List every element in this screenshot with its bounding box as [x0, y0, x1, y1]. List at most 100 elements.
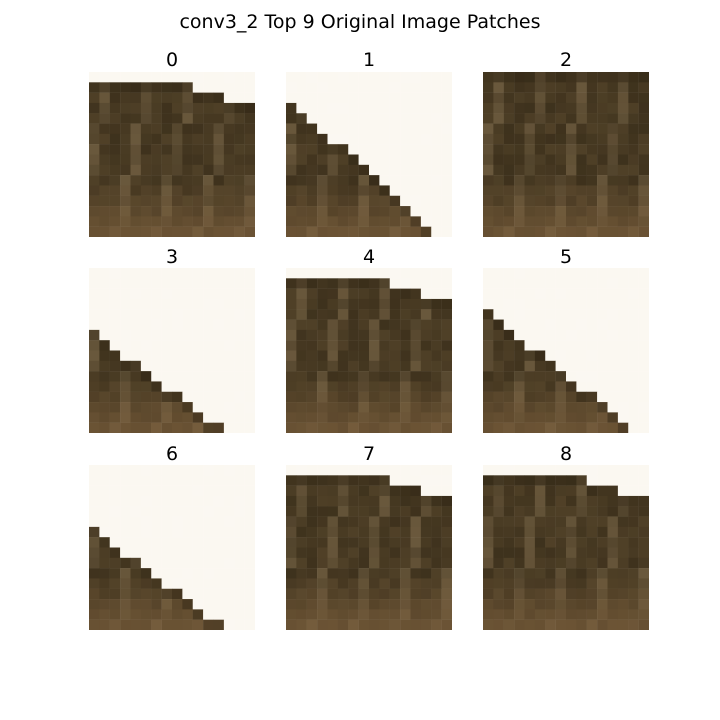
patch-pixel: [420, 526, 432, 538]
patch-pixel: [586, 485, 598, 497]
patch-pixel: [389, 485, 401, 497]
patch-pixel: [607, 185, 619, 196]
patch-pixel: [410, 226, 422, 237]
patch-pixel: [244, 329, 255, 341]
patch-pixel: [493, 588, 504, 600]
patch-pixel: [327, 588, 339, 600]
patch-pixel: [213, 465, 225, 476]
patch-pixel: [192, 216, 204, 227]
patch-pixel: [337, 412, 349, 423]
patch-pixel: [555, 422, 567, 433]
patch-pixel: [358, 526, 370, 538]
patch-pixel: [420, 516, 432, 528]
patch-pixel: [586, 371, 598, 382]
patch-pixel: [358, 599, 370, 610]
patch-pixel: [306, 278, 318, 289]
patch-pixel: [244, 185, 255, 196]
patch-pixel: [597, 226, 608, 237]
patch-pixel: [244, 175, 255, 186]
patch-pixel: [545, 92, 556, 104]
patch-pixel: [400, 154, 411, 166]
patch-pixel: [410, 185, 422, 196]
patch-pixel: [420, 350, 432, 362]
patch-pixel: [296, 288, 307, 300]
patch-pixel: [130, 599, 142, 610]
patch-pixel: [182, 412, 193, 423]
patch-pixel: [161, 195, 173, 207]
patch-pixel: [182, 288, 193, 300]
patch-pixel: [534, 506, 546, 517]
patch-pixel: [337, 123, 349, 135]
patch-pixel: [420, 268, 432, 279]
patch-pixel: [514, 599, 525, 610]
patch-pixel: [638, 226, 649, 237]
patch-pixel: [389, 216, 401, 227]
patch-pixel: [306, 609, 318, 620]
patch-pixel: [431, 340, 442, 351]
patch-pixel: [369, 599, 380, 610]
patch-pixel: [213, 557, 225, 569]
patch-pixel: [130, 412, 142, 423]
patch-pixel: [109, 82, 121, 93]
patch-pixel: [244, 133, 255, 145]
patch-pixel: [182, 371, 193, 382]
patch-pixel: [151, 422, 162, 433]
patch-pixel: [628, 402, 639, 413]
patch-pixel: [120, 609, 131, 620]
patch-pixel: [223, 557, 235, 569]
patch-pixel: [296, 381, 307, 392]
patch-pixel: [203, 537, 214, 548]
patch-pixel: [348, 72, 359, 83]
patch-pixel: [586, 72, 598, 83]
patch-pixel: [534, 164, 546, 176]
patch-pixel: [514, 422, 525, 433]
patch-pixel: [566, 216, 577, 227]
patch-pixel: [337, 309, 349, 320]
patch-pixel: [348, 82, 359, 93]
patch-pixel: [638, 144, 649, 155]
patch-pixel: [566, 102, 577, 114]
patch-pixel: [317, 319, 328, 331]
patch-pixel: [441, 526, 452, 538]
patch-pixel: [244, 475, 255, 486]
patch-pixel: [161, 329, 173, 341]
patch-pixel: [172, 402, 183, 413]
patch-pixel: [296, 371, 307, 382]
patch-pixel: [628, 288, 639, 300]
patch-pixel: [306, 123, 318, 135]
patch-pixel: [576, 475, 587, 486]
patch-pixel: [628, 609, 639, 620]
patch-pixel: [503, 526, 515, 538]
patch-pixel: [192, 350, 204, 362]
patch-pixel: [576, 164, 587, 176]
patch-pixel: [120, 329, 131, 341]
patch-image-1: [286, 72, 452, 237]
patch-pixel: [223, 154, 235, 166]
patch-pixel: [140, 113, 152, 124]
patch-pixel: [597, 144, 608, 155]
patch-pixel: [286, 309, 297, 320]
patch-pixel: [514, 278, 525, 289]
patch-pixel: [327, 268, 339, 279]
patch-pixel: [234, 206, 245, 217]
patch-pixel: [99, 226, 110, 237]
patch-pixel: [617, 495, 629, 507]
patch-pixel: [244, 195, 255, 207]
patch-pixel: [348, 609, 359, 620]
patch-pixel: [327, 485, 339, 497]
patch-pixel: [317, 92, 328, 104]
patch-pixel: [514, 164, 525, 176]
patch-pixel: [555, 175, 567, 186]
patch-pixel: [483, 350, 494, 362]
patch-pixel: [213, 516, 225, 528]
patch-pixel: [358, 340, 370, 351]
patch-pixel: [576, 175, 587, 186]
patch-pixel: [379, 82, 390, 93]
patch-pixel: [607, 547, 619, 559]
patch-pixel: [628, 206, 639, 217]
patch-pixel: [545, 195, 556, 207]
patch-pixel: [192, 465, 204, 476]
patch-pixel: [151, 506, 162, 517]
patch-pixel: [524, 360, 536, 372]
patch-pixel: [223, 92, 235, 104]
